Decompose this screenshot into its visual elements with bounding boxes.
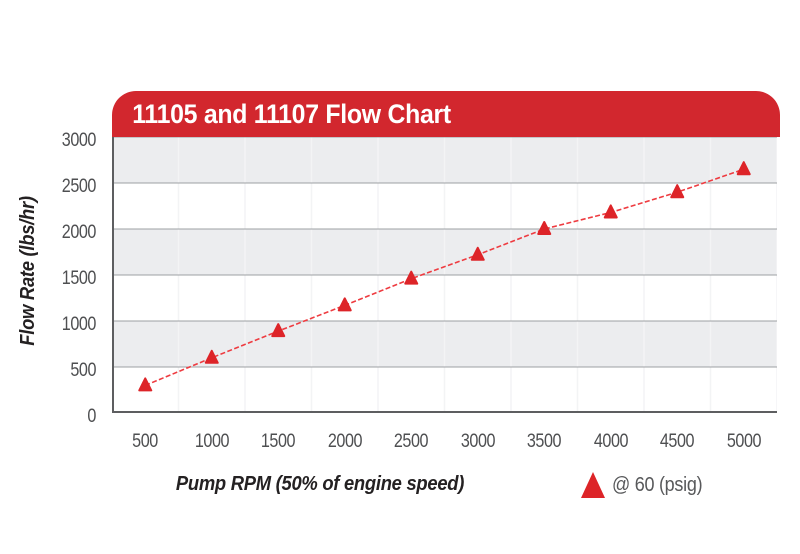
chart-title: 11105 and 11107 Flow Chart (132, 99, 451, 129)
x-tick-label: 500 (132, 431, 159, 452)
flow-line (144, 168, 745, 387)
y-tick-label: 1500 (61, 268, 97, 289)
x-tick-label: 3500 (527, 431, 562, 452)
x-tick-label: 1000 (194, 431, 230, 452)
data-point-marker (470, 246, 485, 261)
data-point-marker (271, 323, 286, 338)
x-tick-label: 2500 (394, 431, 429, 452)
y-tick-label: 500 (70, 360, 96, 381)
y-axis-title: Flow Rate (lbs/hr) (17, 196, 39, 346)
data-point-marker (736, 161, 751, 176)
chart-header: 11105 and 11107 Flow Chart (112, 91, 780, 137)
y-tick-label: 0 (87, 406, 96, 427)
legend-label: @ 60 (psig) (612, 474, 703, 496)
x-tick-label: 2000 (327, 431, 363, 452)
data-point-marker (537, 221, 552, 235)
data-point-marker (670, 184, 685, 199)
y-tick-label: 1000 (61, 314, 97, 335)
x-tick-label: 4500 (660, 431, 695, 452)
data-point-marker (404, 270, 419, 285)
x-axis-title: Pump RPM (50% of engine speed) (175, 473, 465, 495)
y-tick-label: 2000 (61, 222, 97, 243)
plot-area (112, 137, 777, 413)
data-point-marker (337, 297, 352, 312)
data-point-marker (204, 349, 219, 364)
y-tick-label: 3000 (61, 130, 97, 151)
triangle-up-icon (581, 472, 605, 498)
data-point-marker (603, 204, 618, 219)
x-tick-label: 3000 (460, 431, 496, 452)
x-tick-label: 1500 (261, 431, 296, 452)
x-tick-label: 4000 (593, 431, 629, 452)
y-tick-label: 2500 (61, 176, 97, 197)
data-point-marker (138, 377, 153, 392)
x-tick-label: 5000 (726, 431, 762, 452)
